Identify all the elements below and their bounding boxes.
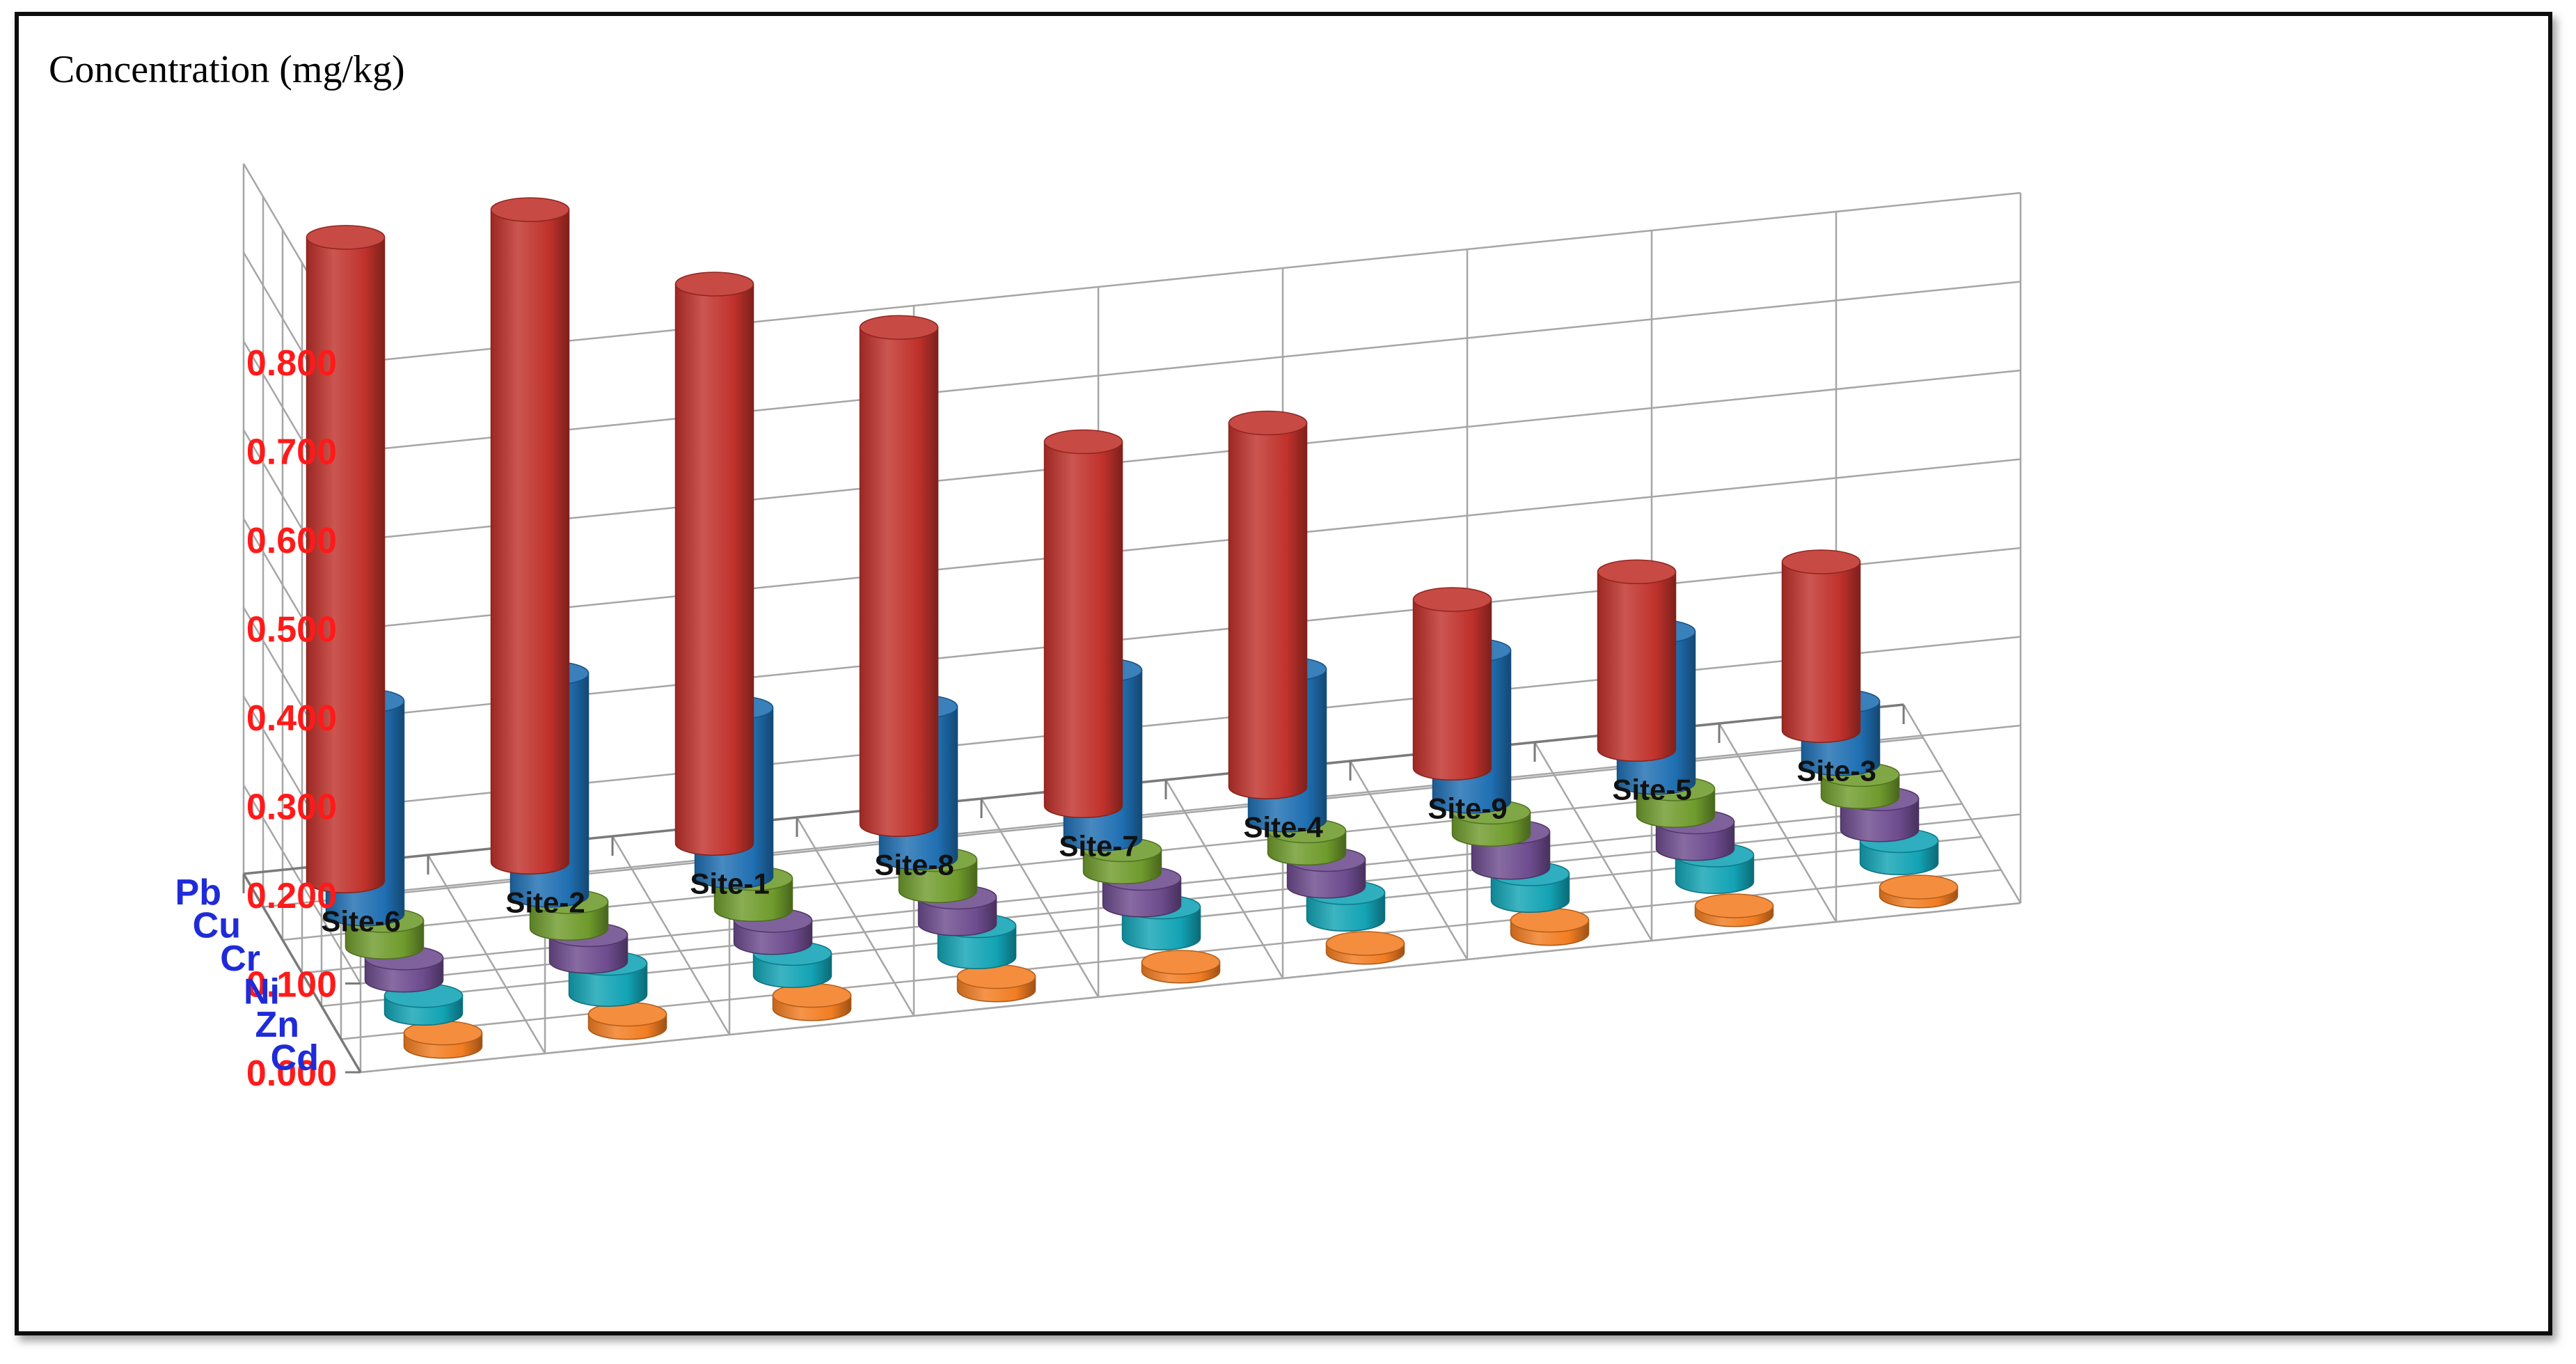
bar-ni-site-6 — [364, 946, 444, 993]
gridline-floor-width — [360, 902, 2021, 1074]
category-label: Site-3 — [1796, 755, 1876, 787]
y-tick-label: 0.400 — [246, 698, 337, 739]
gridline-back-wall — [360, 547, 2021, 719]
bar-top — [1694, 893, 1774, 918]
y-tick-label: 0.300 — [246, 787, 337, 828]
bar-cd-site-3 — [1879, 875, 1959, 909]
bar-cd-site-1 — [772, 982, 852, 1021]
category-label: Site-5 — [1612, 774, 1691, 806]
bar-top — [1141, 950, 1221, 975]
category-label: Site-2 — [505, 886, 585, 919]
bar-top — [1228, 410, 1308, 436]
bar-body — [490, 209, 570, 875]
series-label: Cu — [193, 905, 241, 946]
gridline-back-wall — [360, 191, 2021, 363]
bar-pb-site-7 — [1043, 429, 1123, 818]
bar-body — [859, 327, 939, 837]
series-label: Cr — [220, 939, 260, 979]
category-label: Site-1 — [690, 868, 769, 900]
bar-pb-site-6 — [306, 225, 386, 893]
series-label: Cd — [271, 1037, 319, 1078]
y-tick-label: 0.500 — [246, 610, 337, 650]
bar-cd-site-9 — [1510, 907, 1590, 946]
bar-cd-site-8 — [956, 964, 1036, 1003]
gridline-back-wall — [360, 369, 2021, 541]
category-label: Site-6 — [321, 905, 400, 938]
category-label: Site-4 — [1243, 811, 1323, 844]
bar-body — [306, 237, 386, 893]
category-label: Site-7 — [1059, 830, 1138, 863]
bar-top — [1412, 587, 1492, 612]
gridline-back-wall — [360, 636, 2021, 807]
bars — [306, 197, 1959, 1059]
y-tick-label: 0.000 — [246, 1053, 337, 1094]
bar-cd-site-6 — [403, 1020, 483, 1059]
bar-top — [490, 197, 570, 222]
bar-body — [1597, 571, 1677, 762]
bar-cd-site-7 — [1141, 950, 1221, 984]
bar-body — [1228, 422, 1308, 799]
bar-pb-site-4 — [1228, 410, 1308, 799]
y-tick-label: 0.600 — [246, 521, 337, 561]
bar-body — [1043, 441, 1123, 818]
category-label: Site-9 — [1428, 792, 1507, 825]
y-tick-label: 0.200 — [246, 876, 337, 916]
bar-body — [674, 283, 754, 856]
bar-cr-site-4 — [1267, 818, 1347, 865]
bar-pb-site-9 — [1412, 587, 1492, 781]
bar-top — [859, 315, 939, 340]
bar-top — [1043, 429, 1123, 455]
bar-pb-site-5 — [1597, 559, 1677, 762]
series-label: Zn — [255, 1005, 299, 1045]
bar-top — [1597, 559, 1677, 584]
bar-body — [1412, 599, 1492, 781]
bar-pb-site-8 — [859, 315, 939, 837]
bar-top — [1325, 931, 1405, 956]
gridline-back-wall — [360, 724, 2021, 896]
bar-cd-site-4 — [1325, 931, 1405, 965]
bar-cd-site-2 — [587, 1001, 667, 1040]
depth-axis-line — [242, 873, 362, 1073]
y-tick-label: 0.100 — [246, 965, 337, 1005]
y-tick-label: 0.700 — [246, 432, 337, 473]
bar-top — [674, 272, 754, 297]
bar-top — [1781, 549, 1861, 574]
bar-top — [1879, 875, 1959, 900]
gridline-back-wall — [360, 458, 2021, 629]
y-tick-label: 0.800 — [246, 343, 337, 384]
bar-pb-site-2 — [490, 197, 570, 875]
bar-pb-site-1 — [674, 272, 754, 856]
bar-body — [1781, 561, 1861, 743]
gridline-back-wall — [360, 281, 2021, 452]
y-axis-title: Concentration (mg/kg) — [49, 48, 405, 91]
bar-cd-site-5 — [1694, 893, 1774, 927]
category-label: Site-8 — [874, 849, 954, 881]
series-label: Pb — [175, 872, 221, 913]
series-label: Ni — [244, 971, 280, 1012]
bar-top — [306, 225, 386, 250]
labels: Concentration (mg/kg) 0.000 0.100 0.200 0.3… — [49, 48, 1876, 1094]
bar-pb-site-3 — [1781, 549, 1861, 743]
